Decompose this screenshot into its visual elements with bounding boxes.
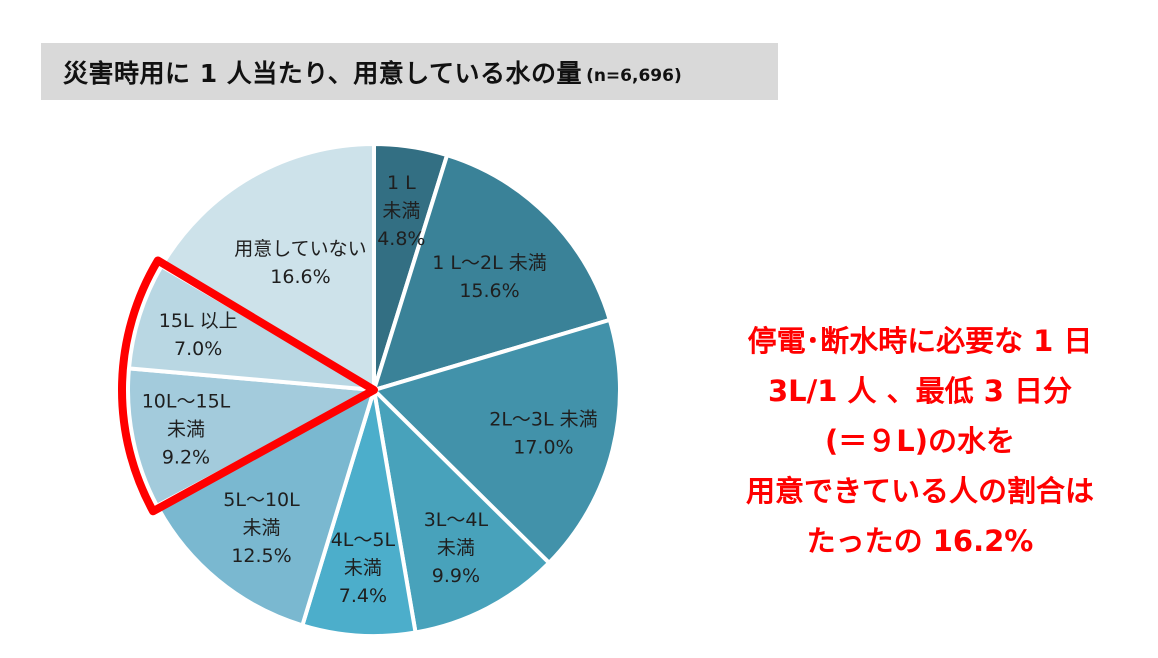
- slice-label-6: 5L～10L 未満 12.5%: [223, 489, 300, 567]
- slice-category-7: 未満: [167, 418, 205, 440]
- slice-value-2: 15.6%: [459, 280, 519, 302]
- slice-value-8: 7.0%: [174, 338, 222, 360]
- callout-text: 停電･断水時に必要な 1 日 3L/1 人 、最低 3 日分 (＝９L)の水を …: [745, 324, 1094, 558]
- pie-slice-8: [126, 264, 376, 392]
- slice-category-2: 1 L～2L 未満: [432, 252, 546, 274]
- slice-category-1: 未満: [382, 200, 420, 222]
- pie-slice-2: [372, 153, 612, 392]
- slice-category-6: 5L～10L: [223, 489, 300, 511]
- slice-category-4: 未満: [437, 537, 475, 559]
- slice-category-6: 未満: [243, 517, 281, 539]
- slice-value-5: 7.4%: [339, 585, 387, 607]
- pie-slice-3: [372, 317, 622, 565]
- slice-value-1: 4.8%: [377, 228, 425, 250]
- pie-slice-4: [372, 388, 552, 635]
- slice-value-6: 12.5%: [231, 545, 291, 567]
- slice-label-9: 用意していない 16.6%: [234, 238, 366, 288]
- pie-slice-6: [154, 388, 376, 628]
- pie-slice-7: [126, 366, 376, 508]
- slice-label-5: 4L～5L 未満 7.4%: [331, 529, 396, 607]
- slice-value-4: 9.9%: [432, 565, 480, 587]
- slice-label-7: 10L～15L 未満 9.2%: [142, 390, 231, 468]
- slice-category-5: 4L～5L: [331, 529, 396, 551]
- slice-label-2: 1 L～2L 未満 15.6%: [432, 252, 546, 302]
- slice-label-4: 3L～4L 未満 9.9%: [424, 509, 489, 587]
- slice-category-4: 3L～4L: [424, 509, 489, 531]
- slice-value-3: 17.0%: [513, 436, 573, 458]
- chart-sample-size: (n=6,696): [586, 65, 682, 86]
- slice-category-1: 1 L: [387, 172, 416, 194]
- slice-value-7: 9.2%: [162, 446, 210, 468]
- slice-label-8: 15L 以上 7.0%: [159, 310, 238, 360]
- highlight-outline: [118, 256, 378, 516]
- slice-value-9: 16.6%: [270, 266, 330, 288]
- slice-category-9: 用意していない: [234, 238, 366, 260]
- slice-label-3: 2L～3L 未満 17.0%: [489, 408, 597, 458]
- slice-category-3: 2L～3L 未満: [489, 408, 597, 430]
- chart-title-box: 災害時用に 1 人当たり、用意している水の量 (n=6,696): [41, 43, 778, 100]
- slice-label-1: 1 L 未満 4.8%: [377, 172, 425, 250]
- slice-category-5: 未満: [344, 557, 382, 579]
- slice-category-8: 15L 以上: [159, 310, 238, 332]
- slice-category-7: 10L～15L: [142, 390, 231, 412]
- pie-slice-5: [300, 388, 418, 638]
- pie-slice-9: [159, 142, 376, 392]
- chart-title: 災害時用に 1 人当たり、用意している水の量: [63, 58, 583, 88]
